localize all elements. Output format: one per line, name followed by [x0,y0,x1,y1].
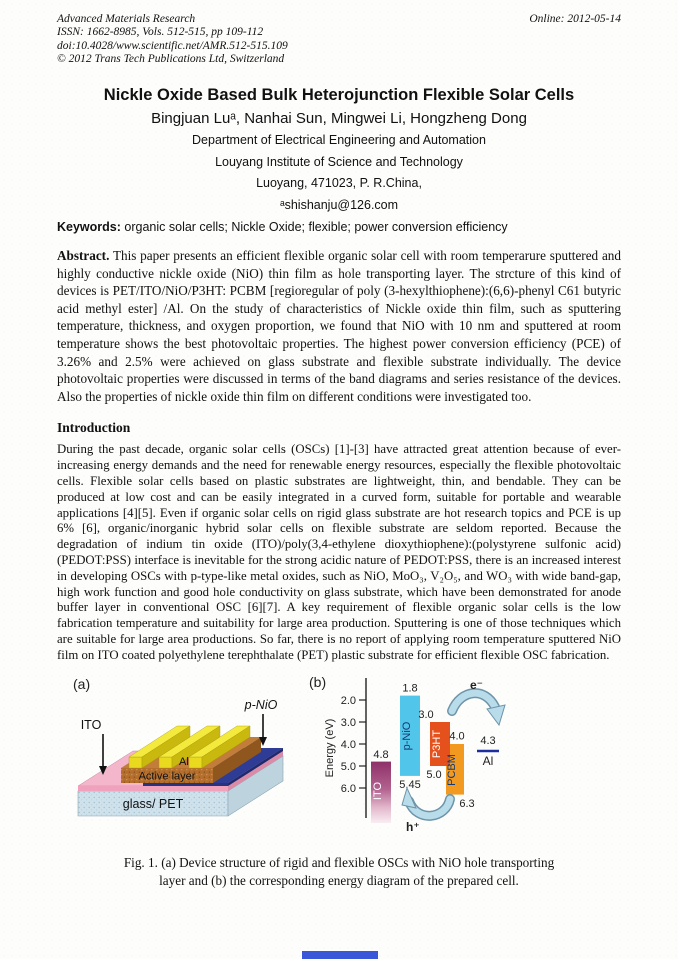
ito-energy-bar [371,761,391,823]
electron-arrowhead [486,703,506,726]
keywords-line: Keywords: organic solar cells; Nickle Ox… [57,220,621,234]
ito-annotation-arrowhead [99,765,107,775]
authors-line: Bingjuan Luᵃ, Nanhai Sun, Mingwei Li, Ho… [151,110,527,127]
affiliation-block: Department of Electrical Engineering and… [0,134,678,212]
al-label: Al [179,756,189,768]
figure-panel-a-device-structure: (a) [73,676,284,817]
figure-1: (a) [0,671,678,849]
abstract-label: Abstract. [57,248,110,263]
figure-caption: Fig. 1. (a) Device structure of rigid an… [0,854,678,891]
active-layer-label: Active layer [139,770,196,782]
hole-arrowhead [401,786,417,809]
p3ht-top-value: 3.0 [418,709,433,721]
journal-copyright: © 2012 Trans Tech Publications Ltd, Swit… [57,53,285,66]
electron-label: e⁻ [470,678,483,692]
pcbm-top-value: 4.0 [449,730,464,742]
pcbm-bar-name: PCBM [446,754,458,786]
journal-doi: doi:10.4028/www.scientific.net/AMR.512-5… [57,39,288,52]
pnio-layer-side-face [228,747,283,786]
svg-text:6.0: 6.0 [341,783,356,795]
p3ht-bar-name: P3HT [431,729,443,757]
affiliation-department: Department of Electrical Engineering and… [192,133,486,147]
energy-axis-tick-labels: 2.0 3.0 4.0 5.0 6.0 [341,695,356,795]
pnio-layer-front-face [143,782,228,786]
figure-caption-line2: layer and (b) the corresponding energy d… [159,873,519,888]
introduction-paragraph: During the past decade, organic solar ce… [57,442,621,662]
affiliation-institute: Louyang Institute of Science and Technol… [215,154,463,169]
pcbm-energy-bar [446,743,464,795]
journal-header-left: Advanced Materials Research ISSN: 1662-8… [57,13,621,67]
online-date: Online: 2012-05-14 [529,13,621,25]
ito-annotation-label: ITO [81,718,102,732]
affiliation-city: Luoyang, 471023, P. R.China, [256,176,422,190]
introduction-heading: Introduction [57,420,131,436]
figure-caption-line1: Fig. 1. (a) Device structure of rigid an… [123,854,555,870]
keywords-text: organic solar cells; Nickle Oxide; flexi… [124,220,508,234]
keywords-label: Keywords: [57,220,121,234]
abstract-paragraph: Abstract. This paper presents an efficie… [57,247,621,405]
p3ht-energy-bar [430,721,450,766]
svg-text:4.0: 4.0 [341,739,356,751]
substrate-texture [78,790,228,816]
ito-layer-side-face [228,750,283,791]
energy-axis-ticks [359,698,366,789]
abstract-text: This paper presents an efficient flexibl… [57,248,621,404]
journal-header: Advanced Materials Research ISSN: 1662-8… [57,0,621,69]
figure-panel-b-energy-diagram: (b) Energy (eV) 2.0 3.0 4.0 5.0 6.0 4.8 [309,674,506,834]
panel-b-label: (b) [309,674,326,690]
pnio-top-value: 1.8 [402,682,417,694]
substrate-label: glass/ PET [123,797,184,811]
electron-arrow [448,689,499,714]
svg-text:2.0: 2.0 [341,695,356,707]
pnio-annotation-label: p-NiO [244,698,278,712]
pcbm-bottom-value: 6.3 [459,798,474,810]
svg-text:5.0: 5.0 [341,761,356,773]
journal-issn: ISSN: 1662-8985, Vols. 512-515, pp 109-1… [57,26,264,39]
hole-label: h⁺ [406,820,420,834]
paper-title: Nickle Oxide Based Bulk Heterojunction F… [103,86,575,104]
ito-workfunction-value: 4.8 [373,749,388,761]
pnio-energy-bar [400,695,420,776]
footer-accent-bar [302,951,378,959]
pnio-bottom-value: 5.45 [399,779,420,791]
al-workfunction-value: 4.3 [480,735,495,747]
active-layer-side-face [213,736,261,783]
substrate-side-face [227,754,284,817]
journal-name: Advanced Materials Research [57,13,196,25]
ito-bar-name: ITO [372,781,384,800]
pnio-annotation-arrowhead [259,736,267,746]
energy-axis-label: Energy (eV) [324,718,336,777]
al-electrode-bars [128,725,251,768]
svg-text:3.0: 3.0 [341,717,356,729]
pnio-bar-name: p-NiO [401,721,413,750]
active-layer-texture [121,767,213,783]
p3ht-bottom-value: 5.0 [426,769,441,781]
ito-layer-front-face [78,785,228,791]
author-email: ᵃshishanju@126.com [279,197,399,212]
panel-a-label: (a) [73,676,90,692]
al-level-name: Al [483,754,494,768]
